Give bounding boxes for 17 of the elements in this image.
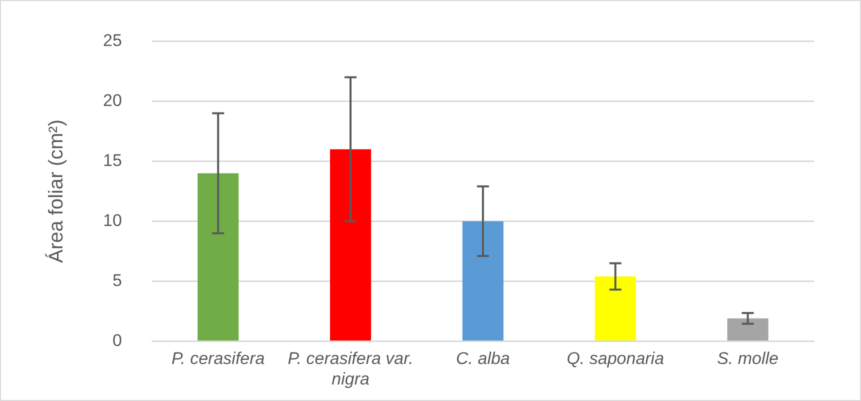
y-tick-label: 20 [102,90,122,110]
bar [330,149,372,340]
bar [198,173,239,340]
bar [727,318,768,340]
y-tick-label: 0 [112,330,122,350]
y-axis-title: Área foliar (cm²) [44,120,68,263]
y-tick-label: 25 [102,30,122,50]
x-tick-label: Q. saponaria [566,349,664,368]
y-tick-label: 15 [102,150,122,170]
bar [462,221,504,340]
x-tick-label: P. cerasifera [172,349,265,368]
x-tick-label: C. alba [456,349,510,368]
bar [594,276,636,340]
x-tick-label: P. cerasifera var. nigra [288,349,414,389]
x-tick-label: S. molle [717,349,778,368]
y-tick-label: 5 [112,270,122,290]
y-tick-label: 10 [102,210,122,230]
